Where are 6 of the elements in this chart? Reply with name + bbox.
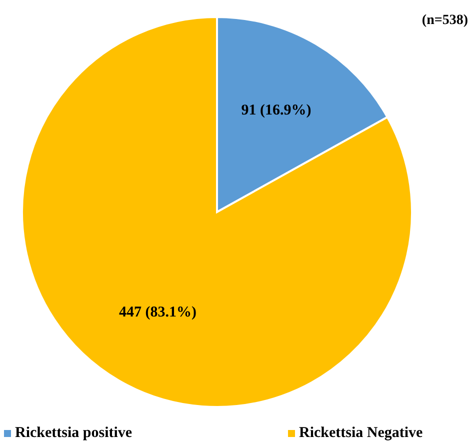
text: (n=538) [422, 13, 468, 28]
data-label: 447 (83.1%) [118, 304, 196, 320]
slice-label: Rickettsia Negative [299, 425, 424, 441]
data-label: 91 (16.9%) [241, 102, 312, 119]
legend-label: Rickettsia positive [15, 425, 132, 441]
pie-slice [21, 16, 413, 408]
